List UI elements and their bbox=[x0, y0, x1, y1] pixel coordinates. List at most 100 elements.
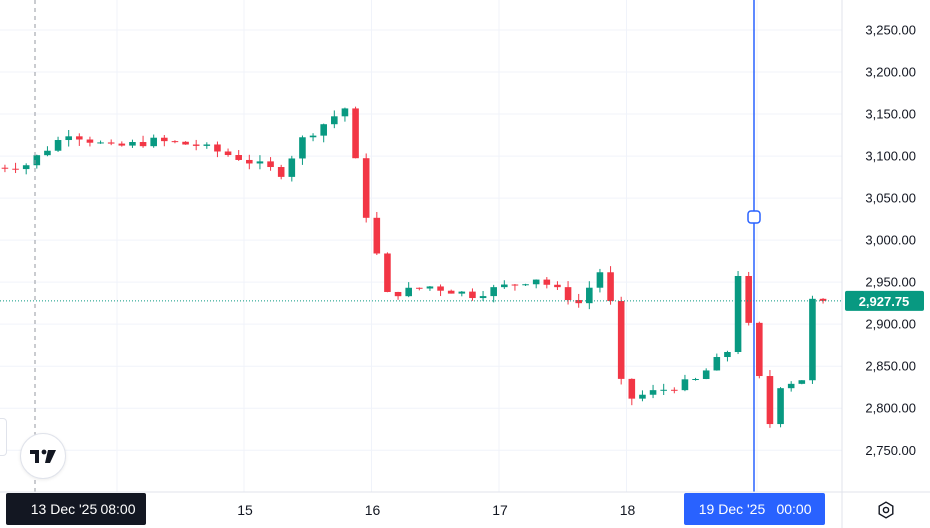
candle-body[interactable] bbox=[246, 159, 253, 164]
candle-body[interactable] bbox=[65, 136, 72, 141]
candle-body[interactable] bbox=[267, 161, 274, 168]
candle-body[interactable] bbox=[501, 284, 508, 288]
candle-body[interactable] bbox=[479, 296, 487, 299]
candle-body[interactable] bbox=[394, 291, 402, 297]
candle-body[interactable] bbox=[522, 284, 529, 286]
candle-body[interactable] bbox=[564, 287, 572, 301]
candle-body[interactable] bbox=[373, 217, 381, 254]
candle-body[interactable] bbox=[447, 290, 455, 294]
candle-body[interactable] bbox=[724, 352, 731, 358]
candle-body[interactable] bbox=[97, 142, 104, 144]
candle-body[interactable] bbox=[777, 388, 784, 425]
candle-body[interactable] bbox=[692, 379, 699, 381]
candle-body[interactable] bbox=[681, 379, 689, 391]
candle-body[interactable] bbox=[320, 124, 327, 136]
time-tick-label: 17 bbox=[492, 502, 508, 518]
candle-body[interactable] bbox=[426, 286, 434, 289]
candles bbox=[1, 106, 827, 428]
candle-body[interactable] bbox=[660, 389, 667, 391]
candle-body[interactable] bbox=[798, 380, 806, 384]
candle-body[interactable] bbox=[309, 135, 317, 138]
candle-body[interactable] bbox=[352, 108, 359, 159]
candle-body[interactable] bbox=[331, 116, 338, 125]
candle-body[interactable] bbox=[766, 376, 774, 425]
candle-body[interactable] bbox=[458, 291, 466, 294]
candle-body[interactable] bbox=[12, 168, 19, 170]
candle-body[interactable] bbox=[1, 167, 9, 169]
candle-body[interactable] bbox=[150, 137, 157, 147]
crosshair-right-time: 00:00 bbox=[776, 501, 811, 517]
candle-body[interactable] bbox=[139, 142, 147, 147]
candle-body[interactable] bbox=[44, 150, 51, 156]
price-tick-label: 3,050.00 bbox=[865, 191, 916, 206]
candle-body[interactable] bbox=[76, 136, 83, 140]
candle-body[interactable] bbox=[469, 291, 476, 299]
left-panel-handle[interactable] bbox=[0, 418, 7, 456]
candle-body[interactable] bbox=[639, 394, 646, 399]
candle-body[interactable] bbox=[256, 161, 264, 164]
candle-body[interactable] bbox=[819, 298, 827, 301]
candle-body[interactable] bbox=[405, 287, 412, 297]
candle-body[interactable] bbox=[756, 322, 763, 377]
candle-body[interactable] bbox=[235, 155, 242, 160]
candle-body[interactable] bbox=[362, 158, 370, 218]
crosshair-drag-handle[interactable] bbox=[747, 210, 761, 224]
candle-body[interactable] bbox=[671, 389, 678, 391]
candle-body[interactable] bbox=[437, 286, 444, 291]
candle-body[interactable] bbox=[129, 142, 136, 146]
candle-body[interactable] bbox=[86, 139, 94, 143]
candle-body[interactable] bbox=[617, 301, 625, 379]
candle-body[interactable] bbox=[532, 279, 540, 285]
tradingview-logo[interactable] bbox=[20, 433, 66, 479]
candle-body[interactable] bbox=[118, 143, 126, 146]
price-tick-label: 3,250.00 bbox=[865, 23, 916, 38]
chart-settings-button[interactable] bbox=[873, 497, 899, 523]
candle-body[interactable] bbox=[586, 287, 593, 304]
candle-body[interactable] bbox=[224, 151, 232, 156]
price-tick-label: 2,950.00 bbox=[865, 275, 916, 290]
candle-body[interactable] bbox=[384, 253, 391, 292]
candle-body[interactable] bbox=[214, 144, 221, 152]
candle-body[interactable] bbox=[554, 284, 561, 288]
tradingview-logo-icon bbox=[30, 449, 56, 463]
candle-body[interactable] bbox=[299, 137, 306, 159]
candle-body[interactable] bbox=[416, 287, 423, 289]
price-tick-label: 3,100.00 bbox=[865, 149, 916, 164]
time-tick-label: 16 bbox=[365, 502, 381, 518]
candle-body[interactable] bbox=[171, 141, 179, 143]
candle-body[interactable] bbox=[575, 300, 582, 304]
price-tick-label: 2,800.00 bbox=[865, 401, 916, 416]
candle-body[interactable] bbox=[192, 144, 200, 146]
candle-body[interactable] bbox=[277, 167, 285, 177]
candle-body[interactable] bbox=[713, 357, 721, 371]
candle-body[interactable] bbox=[649, 390, 657, 395]
candle-body[interactable] bbox=[543, 279, 551, 285]
candle-body[interactable] bbox=[54, 140, 62, 151]
candle-body[interactable] bbox=[203, 144, 211, 146]
candle-body[interactable] bbox=[628, 378, 636, 399]
price-tick-label: 2,900.00 bbox=[865, 317, 916, 332]
candle-body[interactable] bbox=[511, 284, 519, 286]
candle-body[interactable] bbox=[745, 275, 752, 323]
crosshair-left-label bbox=[6, 493, 146, 525]
candle-body[interactable] bbox=[341, 108, 349, 117]
candle-body[interactable] bbox=[22, 165, 30, 170]
candle-body[interactable] bbox=[107, 142, 115, 144]
price-tick-label: 2,750.00 bbox=[865, 443, 916, 458]
candle-body[interactable] bbox=[33, 155, 41, 166]
candle-body[interactable] bbox=[596, 272, 604, 288]
candle-body[interactable] bbox=[787, 383, 795, 389]
candle-body[interactable] bbox=[734, 275, 742, 353]
candle-body[interactable] bbox=[288, 158, 296, 177]
crosshair-overlay bbox=[0, 0, 842, 492]
candle-body[interactable] bbox=[182, 141, 189, 145]
crosshair-left-date: 13 Dec '25 bbox=[31, 501, 98, 517]
candle-body[interactable] bbox=[702, 370, 710, 380]
candle-body[interactable] bbox=[490, 287, 497, 297]
candle-body[interactable] bbox=[161, 137, 168, 142]
candle-body[interactable] bbox=[607, 272, 614, 302]
candle-body[interactable] bbox=[809, 298, 816, 381]
